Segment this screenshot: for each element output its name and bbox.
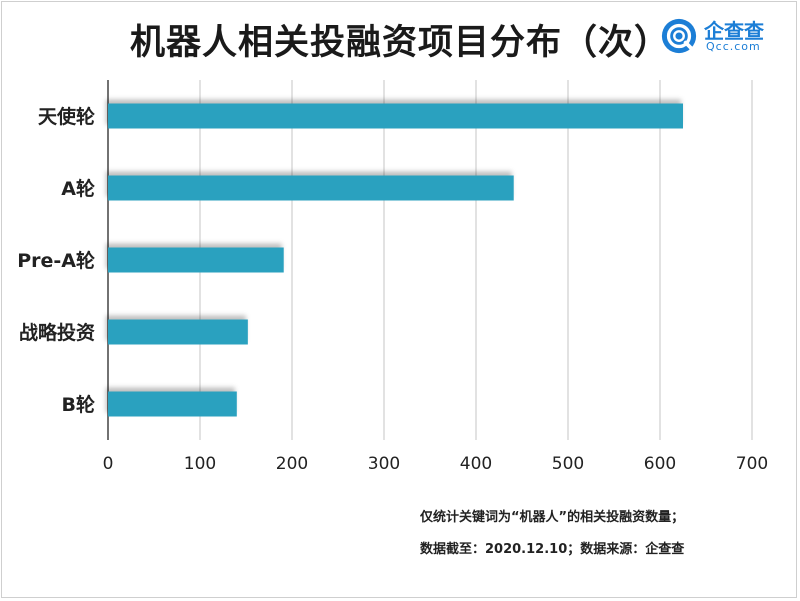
bar: [108, 391, 237, 417]
bar: [108, 175, 514, 201]
bar: [108, 319, 248, 345]
x-tick-label: 0: [103, 454, 114, 474]
qcc-logo: 企查查 Qcc.com: [660, 15, 790, 59]
y-category-label: 战略投资: [19, 321, 95, 344]
x-tick-label: 300: [368, 454, 400, 474]
x-tick-label: 400: [460, 454, 492, 474]
y-category-label: Pre-A轮: [17, 249, 95, 272]
bar: [108, 247, 284, 273]
logo-name: 企查查: [704, 19, 764, 43]
y-category-label: A轮: [61, 177, 95, 200]
x-tick-label: 100: [184, 454, 216, 474]
y-category-label: B轮: [62, 393, 95, 416]
x-tick-label: 700: [736, 454, 768, 474]
bar: [108, 103, 683, 129]
footnote-source: 数据截至：2020.12.10；数据来源：企查查: [420, 542, 685, 557]
chart-title: 机器人相关投融资项目分布（次）: [129, 23, 670, 63]
x-tick-label: 600: [644, 454, 676, 474]
x-tick-label: 200: [276, 454, 308, 474]
footnote-scope: 仅统计关键词为“机器人”的相关投融资数量；: [420, 510, 685, 525]
y-category-label: 天使轮: [38, 105, 95, 128]
x-tick-label: 500: [552, 454, 584, 474]
qcc-logo-icon: [661, 18, 697, 54]
logo-domain: Qcc.com: [706, 40, 761, 53]
